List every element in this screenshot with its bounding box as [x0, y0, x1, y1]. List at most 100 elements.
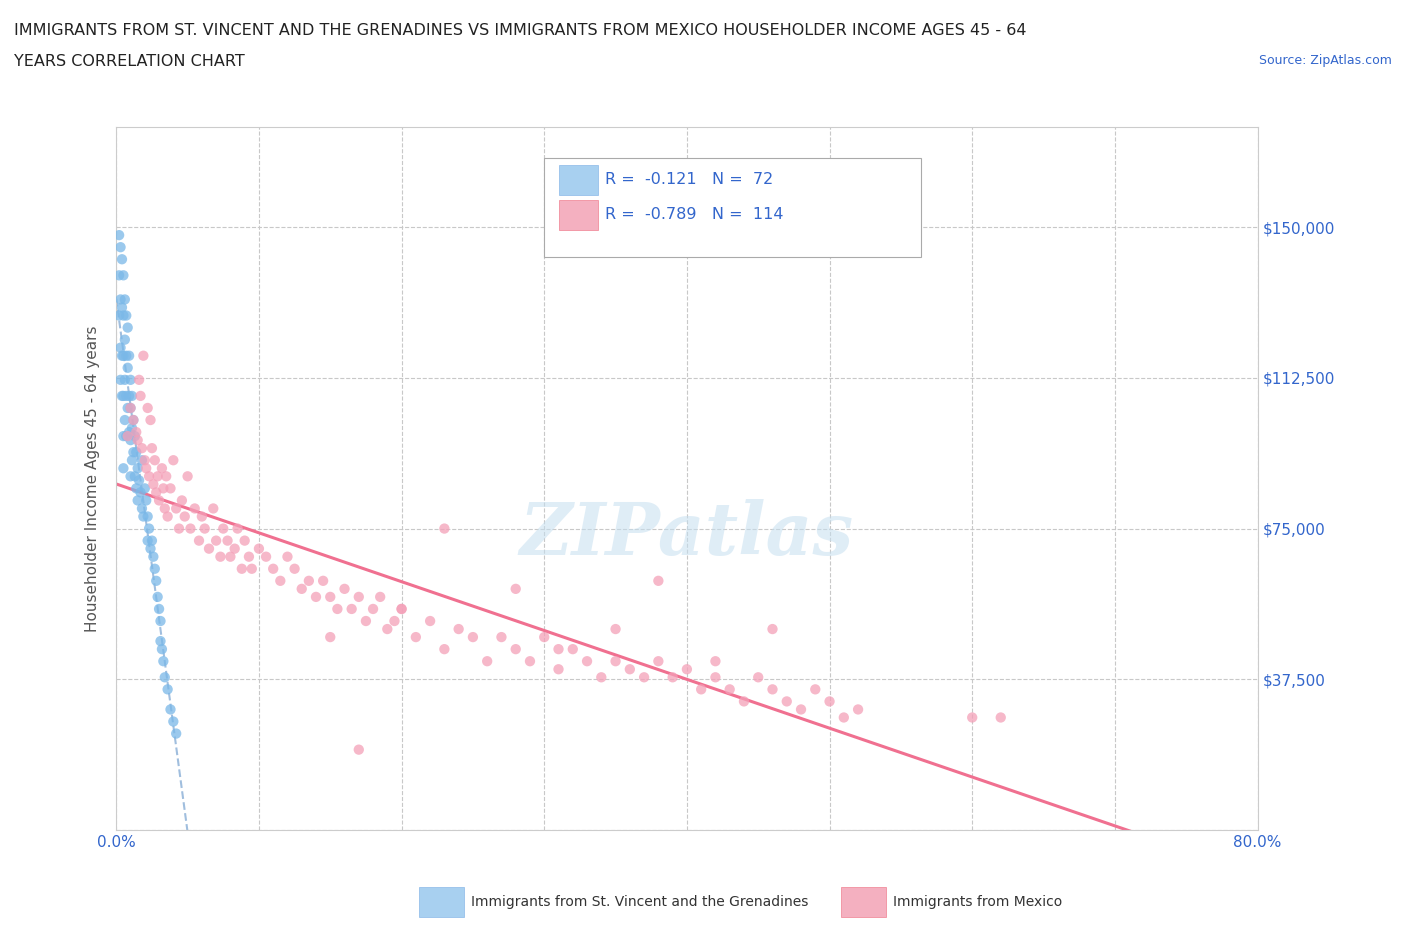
Point [447, 621, 470, 636]
Point [112, 308, 135, 323]
Point [110, 292, 132, 307]
Point [676, 662, 699, 677]
Point [333, 581, 356, 596]
Point [120, 401, 142, 416]
Point [312, 574, 335, 589]
Point [127, 493, 149, 508]
Point [747, 670, 769, 684]
Point [131, 453, 153, 468]
Point [576, 654, 599, 669]
Point [146, 590, 169, 604]
Point [121, 453, 143, 468]
Point [804, 682, 827, 697]
Point [238, 550, 260, 565]
Point [505, 642, 527, 657]
Point [832, 710, 855, 724]
Point [704, 654, 727, 669]
Point [391, 602, 413, 617]
Point [117, 360, 139, 375]
Point [134, 481, 156, 496]
Point [153, 670, 176, 684]
Point [139, 413, 162, 428]
Point [690, 682, 713, 697]
Point [184, 501, 207, 516]
Point [205, 533, 228, 548]
Point [561, 642, 583, 657]
Point [143, 562, 166, 577]
Point [276, 550, 298, 565]
Point [165, 501, 187, 516]
Point [124, 469, 146, 484]
Point [226, 521, 249, 536]
Point [125, 445, 148, 459]
Point [159, 481, 181, 496]
Point [761, 682, 783, 697]
Point [136, 401, 159, 416]
Text: R =  -0.121   N =  72: R = -0.121 N = 72 [605, 172, 773, 187]
Point [704, 670, 727, 684]
Point [326, 602, 349, 617]
Point [384, 614, 406, 629]
Point [298, 574, 321, 589]
Point [170, 493, 193, 508]
Point [405, 630, 427, 644]
Point [122, 413, 145, 428]
Point [156, 509, 179, 524]
Point [347, 742, 370, 757]
Point [254, 550, 277, 565]
Point [129, 485, 152, 499]
Point [117, 429, 139, 444]
Point [155, 469, 177, 484]
Point [131, 501, 153, 516]
Point [115, 389, 138, 404]
Point [605, 654, 627, 669]
Point [633, 670, 655, 684]
Point [111, 389, 134, 404]
Point [128, 472, 150, 487]
Point [110, 240, 132, 255]
Point [118, 425, 141, 440]
Point [115, 429, 138, 444]
Point [647, 574, 669, 589]
Point [112, 429, 135, 444]
Point [433, 521, 456, 536]
Point [319, 630, 342, 644]
Point [110, 340, 132, 355]
Point [368, 590, 391, 604]
Point [191, 509, 214, 524]
Point [131, 441, 153, 456]
Text: Source: ZipAtlas.com: Source: ZipAtlas.com [1258, 54, 1392, 67]
Point [152, 654, 174, 669]
Point [112, 348, 135, 363]
Point [354, 614, 377, 629]
Point [134, 453, 156, 468]
Point [128, 372, 150, 387]
Point [108, 228, 131, 243]
Point [110, 372, 132, 387]
Point [198, 541, 221, 556]
Point [108, 308, 131, 323]
Text: Immigrants from St. Vincent and the Grenadines: Immigrants from St. Vincent and the Gren… [471, 895, 808, 910]
Point [284, 562, 307, 577]
Point [142, 550, 165, 565]
Point [136, 509, 159, 524]
Point [461, 630, 484, 644]
Point [519, 654, 541, 669]
Point [121, 420, 143, 435]
Point [114, 332, 136, 347]
Point [138, 521, 160, 536]
Point [167, 521, 190, 536]
Text: R =  -0.789   N =  114: R = -0.789 N = 114 [605, 207, 783, 222]
Point [148, 493, 170, 508]
Point [247, 541, 270, 556]
Text: Immigrants from Mexico: Immigrants from Mexico [893, 895, 1062, 910]
Point [162, 714, 184, 729]
Point [129, 389, 152, 404]
Point [112, 389, 135, 404]
Point [143, 453, 166, 468]
Point [148, 602, 170, 617]
Point [776, 694, 799, 709]
Point [114, 292, 136, 307]
Point [162, 453, 184, 468]
Point [118, 348, 141, 363]
